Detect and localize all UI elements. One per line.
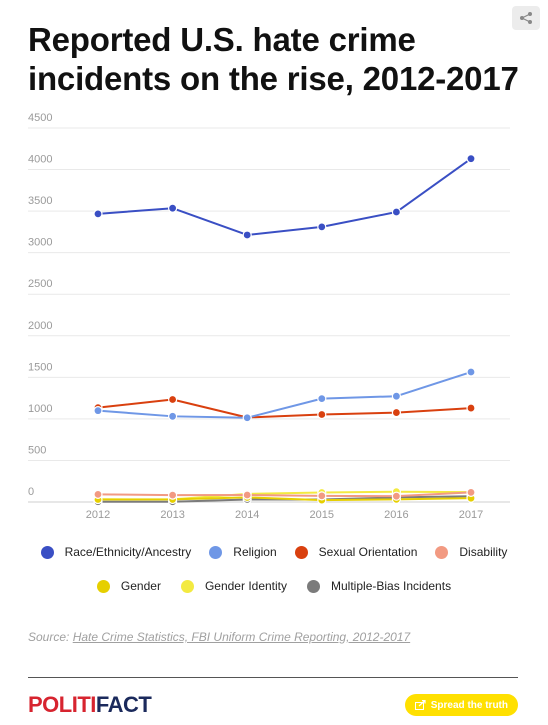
legend-label: Multiple-Bias Incidents: [331, 579, 452, 593]
legend-label: Sexual Orientation: [318, 545, 418, 559]
logo-part-1: POLITI: [28, 692, 96, 717]
data-point: [168, 394, 178, 405]
y-tick-label: 2500: [28, 278, 52, 290]
data-point: [466, 487, 476, 497]
data-point: [168, 203, 178, 213]
data-point: [242, 490, 252, 500]
legend-item-race-ethnicity-ancestry[interactable]: Race/Ethnicity/Ancestry: [40, 545, 192, 559]
data-point: [93, 489, 103, 499]
legend-label: Gender: [120, 579, 161, 593]
chart-title: Reported U.S. hate crime incidents on th…: [28, 21, 519, 97]
data-point: [391, 407, 401, 418]
legend-label: Gender Identity: [204, 579, 288, 593]
data-point: [93, 406, 103, 416]
data-point: [391, 491, 401, 501]
legend-row-1: Race/Ethnicity/Ancestry Religion Sexual Or…: [0, 545, 548, 559]
y-tick-label: 1000: [28, 403, 52, 415]
logo-part-2: FACT: [95, 692, 152, 717]
source-note: Source: Hate Crime Statistics, FBI Unifo…: [28, 630, 410, 644]
share-button[interactable]: [512, 6, 540, 30]
legend-item-sexual-orientation[interactable]: Sexual Orientation: [294, 545, 418, 559]
share-icon: [520, 12, 532, 24]
y-tick-label: 4000: [28, 154, 52, 166]
series-line: [97, 496, 472, 502]
politifact-logo[interactable]: POLITIFACT: [28, 692, 152, 718]
share-arrow-icon: [414, 700, 426, 710]
data-point: [317, 409, 327, 420]
series-disability: [93, 487, 476, 501]
data-point: [93, 209, 103, 219]
y-tick-label: 0: [28, 486, 34, 498]
data-point: [242, 230, 252, 240]
legend-item-multiple-bias-incidents[interactable]: Multiple-Bias Incidents: [307, 579, 451, 593]
legend-swatch: [40, 545, 54, 559]
data-point: [168, 411, 178, 421]
legend-label: Religion: [233, 545, 277, 559]
data-point: [242, 413, 252, 423]
legend-swatch: [307, 579, 321, 593]
y-tick-label: 500: [28, 444, 46, 456]
x-tick-label: 2015: [310, 509, 334, 521]
legend-label: Disability: [459, 545, 508, 559]
x-tick-label: 2014: [235, 509, 259, 521]
legend-label: Race/Ethnicity/Ancestry: [64, 545, 192, 559]
legend-swatch: [96, 579, 110, 593]
series-line: [97, 157, 472, 236]
data-point: [317, 394, 327, 404]
legend-swatch: [209, 545, 223, 559]
spread-the-truth-button[interactable]: Spread the truth: [404, 694, 518, 716]
y-tick-label: 3500: [28, 195, 52, 207]
legend-item-religion[interactable]: Religion: [209, 545, 277, 559]
data-point: [466, 154, 476, 164]
legend-item-disability[interactable]: Disability: [435, 545, 507, 559]
legend-item-gender[interactable]: Gender: [96, 579, 161, 593]
series-line: [97, 398, 472, 419]
data-point: [466, 403, 476, 413]
line-chart: 0 500 1000 1500 2000 2500 3000 3500 4000 4500 2012…: [28, 112, 510, 521]
legend-item-gender-identity[interactable]: Gender Identity: [180, 579, 288, 593]
data-point: [317, 222, 327, 232]
legend-swatch: [180, 579, 194, 593]
data-point: [168, 490, 178, 500]
y-tick-label: 4500: [28, 112, 52, 124]
legend-swatch: [435, 545, 449, 559]
data-point: [391, 391, 401, 401]
x-tick-label: 2016: [384, 509, 408, 521]
series-religion: [93, 367, 476, 423]
x-tick-label: 2012: [86, 509, 110, 521]
series-line: [97, 371, 472, 419]
y-tick-label: 2000: [28, 320, 52, 332]
data-point: [466, 367, 476, 377]
x-tick-label: 2017: [459, 509, 483, 521]
footer-divider: [28, 677, 518, 678]
series-race-ethnicity-ancestry: [93, 154, 476, 240]
series-line: [97, 491, 472, 498]
x-tick-label: 2013: [160, 509, 184, 521]
source-prefix: Source:: [28, 630, 70, 644]
data-point: [391, 207, 401, 217]
y-tick-label: 1500: [28, 361, 52, 373]
source-link[interactable]: Hate Crime Statistics, FBI Uniform Crime…: [72, 630, 411, 644]
legend-swatch: [294, 545, 308, 559]
y-tick-label: 3000: [28, 237, 52, 249]
spread-label: Spread the truth: [430, 699, 508, 711]
data-point: [317, 491, 327, 501]
legend-row-2: Gender Gender Identity Multiple-Bias Incid…: [0, 579, 548, 593]
